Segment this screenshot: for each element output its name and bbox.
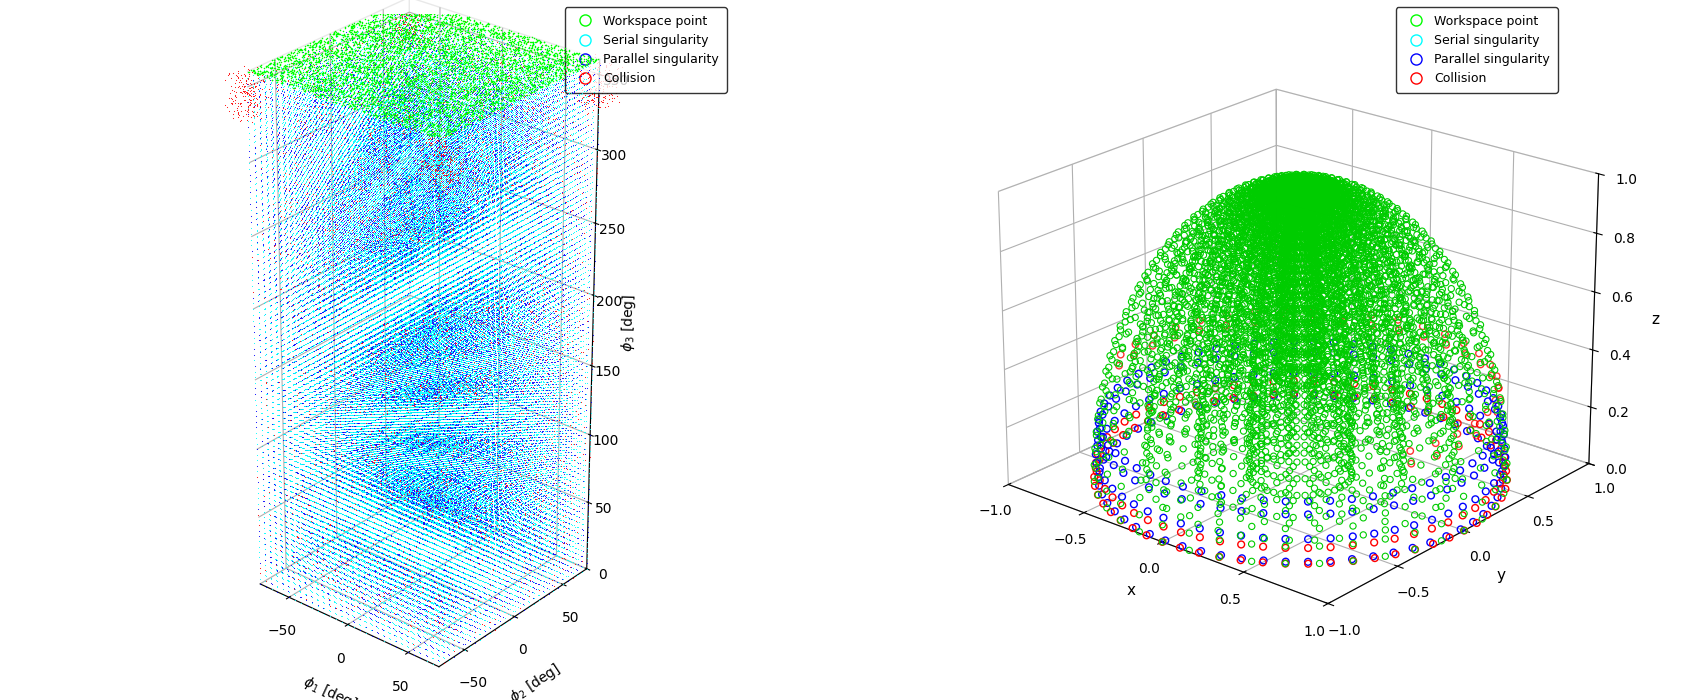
Y-axis label: $\phi_2$ [deg]: $\phi_2$ [deg] [507,659,565,700]
X-axis label: $\phi_1$ [deg]: $\phi_1$ [deg] [300,673,360,700]
Legend: Workspace point, Serial singularity, Parallel singularity, Collision: Workspace point, Serial singularity, Par… [565,7,727,93]
Y-axis label: y: y [1497,568,1506,583]
Legend: Workspace point, Serial singularity, Parallel singularity, Collision: Workspace point, Serial singularity, Par… [1396,7,1558,93]
X-axis label: x: x [1127,582,1135,598]
